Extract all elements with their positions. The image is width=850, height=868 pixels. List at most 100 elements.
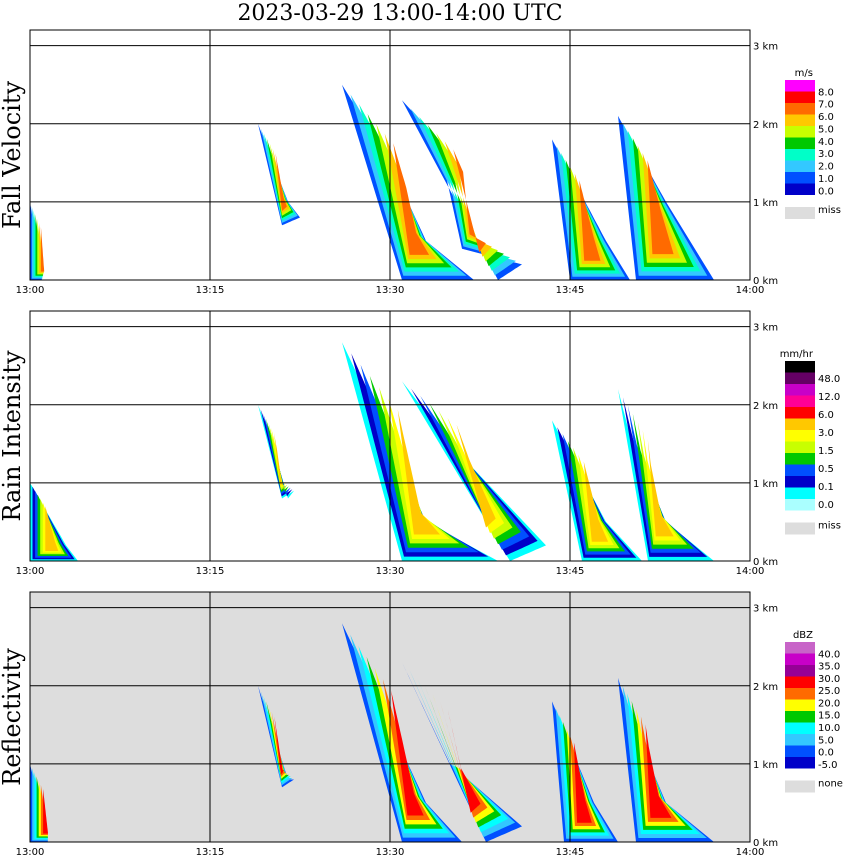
- echo-band: [583, 461, 609, 542]
- colorbar-label: 10.0: [818, 723, 840, 734]
- colorbar-label: 0.0: [818, 186, 834, 197]
- echo-band: [637, 421, 688, 545]
- echo-band: [579, 180, 601, 261]
- y-axis-label: Fall Velocity: [0, 81, 26, 230]
- colorbar-unit: dBZ: [793, 630, 813, 641]
- colorbar-label: 15.0: [818, 711, 840, 722]
- plot-frame: [29, 591, 751, 843]
- x-tick-label: 13:15: [196, 847, 225, 858]
- colorbar-swatch: [785, 464, 815, 476]
- echo-band: [645, 724, 672, 818]
- colorbar-swatch: [785, 722, 815, 734]
- colorbar-missing-label: miss: [818, 521, 841, 532]
- x-tick-label: 13:30: [376, 285, 405, 296]
- x-tick-label: 13:30: [376, 847, 405, 858]
- echo-shaft-6: [618, 389, 714, 561]
- echo-band: [456, 424, 496, 528]
- colorbar-swatch: [785, 734, 815, 746]
- colorbar-swatch: [785, 137, 815, 149]
- colorbar-swatch: [785, 745, 815, 757]
- echo-band: [275, 153, 287, 212]
- colorbar-label: -5.0: [818, 760, 838, 771]
- colorbar-swatch: [785, 642, 815, 654]
- y-tick-label: 0 km: [753, 838, 778, 849]
- colorbar-swatch: [785, 453, 815, 465]
- echo-shaft-4: [402, 100, 522, 280]
- colorbar-label: 8.0: [818, 87, 834, 98]
- x-tick-label: 13:45: [556, 566, 585, 577]
- echo-band: [573, 742, 592, 823]
- echo-shaft-4: [402, 381, 546, 561]
- echo-band: [627, 405, 701, 553]
- colorbar-swatch: [785, 172, 815, 184]
- colorbar-label: 35.0: [818, 662, 840, 673]
- y-tick-label: 3 km: [753, 604, 778, 615]
- colorbar-swatch: [785, 149, 815, 161]
- x-tick-label: 13:15: [196, 285, 225, 296]
- echo-band: [647, 438, 674, 537]
- colorbar-label: 0.0: [818, 500, 834, 511]
- colorbar-label: 6.0: [818, 410, 834, 421]
- colorbar-swatch: [785, 114, 815, 126]
- colorbar-label: 5.0: [818, 735, 834, 746]
- colorbar-missing-swatch: [785, 780, 815, 793]
- y-axis-label: Rain Intensity: [0, 350, 26, 522]
- colorbar-unit: m/s: [795, 68, 813, 79]
- colorbar-missing-label: miss: [818, 205, 841, 216]
- colorbar-label: 1.5: [818, 446, 834, 457]
- x-tick-label: 13:00: [16, 285, 45, 296]
- colorbar-missing-swatch: [785, 522, 815, 535]
- colorbar: m/s 8.0 7.06.05.0 4.03.0 2.01.00.0 miss: [785, 68, 841, 219]
- echo-band: [417, 678, 509, 833]
- colorbar-swatch: [785, 395, 815, 407]
- echo-band: [562, 434, 631, 555]
- y-tick-label: 1 km: [753, 479, 778, 490]
- echo-band: [436, 133, 498, 262]
- chart-title: 2023-03-29 13:00-14:00 UTC: [237, 1, 563, 26]
- y-tick-label: 3 km: [753, 323, 778, 334]
- colorbar-label: 3.0: [818, 428, 834, 439]
- echo-band: [647, 160, 674, 255]
- echo-band: [425, 686, 502, 828]
- colorbar-swatch: [785, 499, 815, 511]
- colorbar-swatch: [785, 384, 815, 396]
- colorbar-swatch: [785, 103, 815, 115]
- colorbar: dBZ 40.0 35.030.025.020.0 15.010.05.0 0.0-5.…: [785, 630, 843, 793]
- y-tick-label: 3 km: [753, 42, 778, 53]
- x-tick-label: 13:45: [556, 285, 585, 296]
- colorbar-label: 0.0: [818, 748, 834, 759]
- colorbar-unit: mm/hr: [780, 349, 814, 360]
- echo-shaft-5: [552, 139, 630, 280]
- colorbar-swatch: [785, 711, 815, 723]
- echo-shaft-1: [30, 482, 78, 561]
- colorbar-swatch: [785, 407, 815, 419]
- colorbar-label: 0.1: [818, 482, 834, 493]
- colorbar-swatch: [785, 361, 815, 373]
- colorbar-swatch: [785, 699, 815, 711]
- colorbar-label: 0.5: [818, 464, 834, 475]
- colorbar-swatch: [785, 688, 815, 700]
- colorbar-swatch: [785, 665, 815, 677]
- colorbar-swatch: [785, 653, 815, 665]
- x-tick-label: 14:00: [736, 847, 765, 858]
- echo-shaft-6: [618, 677, 714, 842]
- colorbar-swatch: [785, 441, 815, 453]
- colorbar-swatch: [785, 372, 815, 384]
- colorbar-swatch: [785, 160, 815, 172]
- x-tick-label: 13:15: [196, 566, 225, 577]
- y-tick-label: 0 km: [753, 276, 778, 287]
- colorbar-label: 20.0: [818, 698, 840, 709]
- echo-band: [557, 427, 637, 558]
- colorbar-label: 4.0: [818, 137, 834, 148]
- colorbar-label: 7.0: [818, 100, 834, 111]
- echo-band: [642, 430, 681, 541]
- reflectivity-panel: Reflectivity 13:00 13:15 13:30 13:45 14:000 k…: [0, 591, 843, 858]
- plot-frame: [29, 310, 751, 562]
- fall-velocity-panel: Fall Velocity 13:00 13:15 13:30 13:45 14:000 …: [0, 29, 841, 296]
- colorbar-swatch: [785, 126, 815, 138]
- colorbar-label: 1.0: [818, 174, 834, 185]
- echo-band: [43, 789, 58, 834]
- colorbar-missing-label: none: [818, 779, 843, 790]
- colorbar-label: 30.0: [818, 674, 840, 685]
